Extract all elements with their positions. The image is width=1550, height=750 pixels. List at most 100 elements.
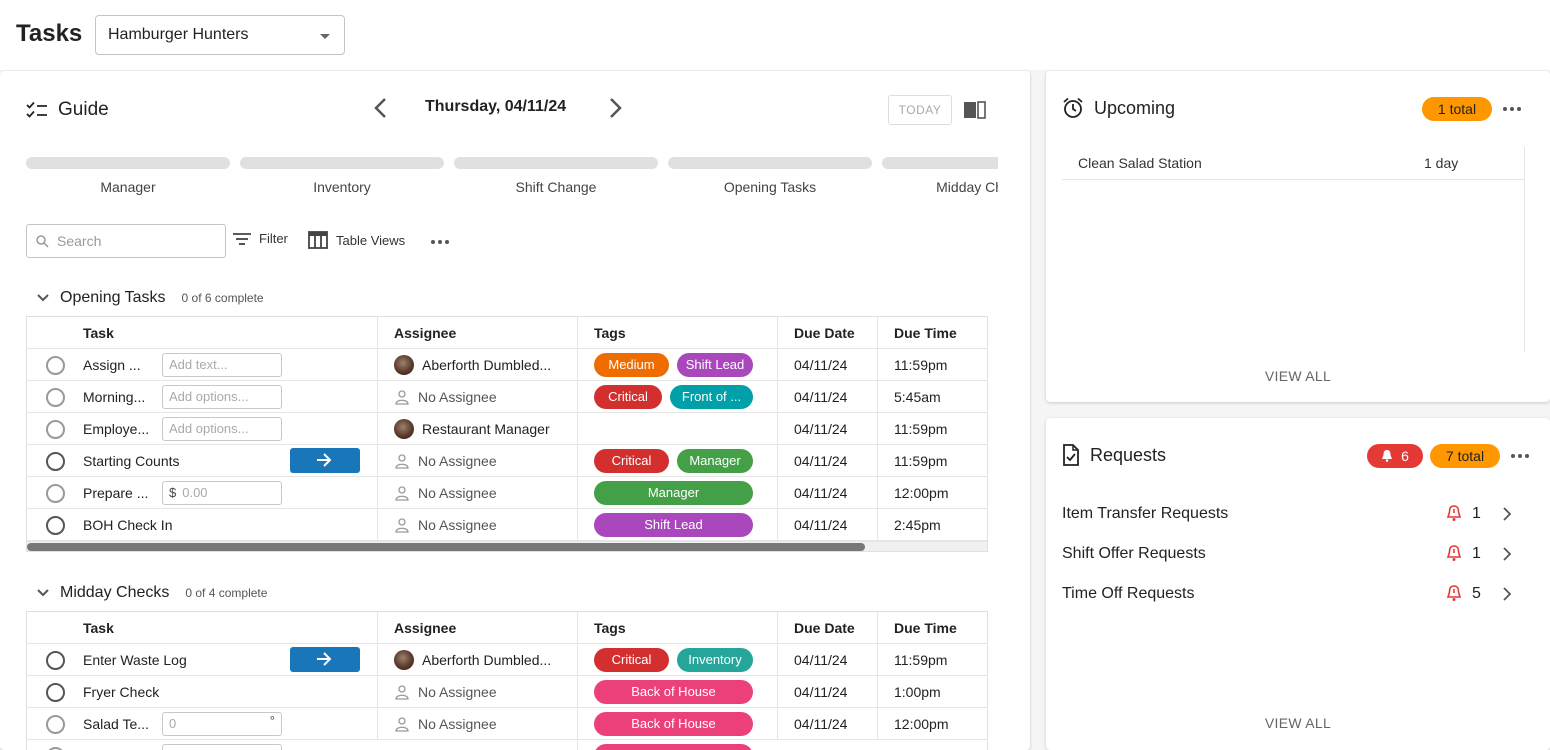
column-header-assignee[interactable]: Assignee (377, 612, 577, 644)
complete-checkbox[interactable] (46, 356, 65, 375)
location-select[interactable]: Hamburger Hunters (95, 15, 345, 55)
filter-button[interactable]: Filter (233, 231, 288, 246)
tags-cell[interactable]: Back of House (577, 676, 777, 708)
due-time-cell[interactable]: 1:00pm (877, 676, 987, 708)
column-header-due-date[interactable]: Due Date (777, 317, 877, 349)
more-options-icon[interactable] (430, 239, 450, 245)
complete-checkbox[interactable] (46, 651, 65, 670)
column-header-due-date[interactable]: Due Date (777, 612, 877, 644)
request-row-item-transfer[interactable]: Item Transfer Requests 1 (1062, 499, 1536, 529)
due-date-cell[interactable]: 04/11/24 (777, 708, 877, 740)
column-header-task[interactable]: Task (83, 620, 114, 636)
search-input[interactable]: Search (26, 224, 226, 258)
request-row-shift-offer[interactable]: Shift Offer Requests 1 (1062, 539, 1536, 569)
table-row[interactable]: Starting Counts No Assignee Critical Man… (27, 445, 987, 477)
more-options-icon[interactable] (1502, 106, 1522, 112)
category-manager[interactable]: Manager (26, 157, 230, 195)
view-all-upcoming-button[interactable]: VIEW ALL (1264, 368, 1332, 384)
column-header-tags[interactable]: Tags (577, 612, 777, 644)
task-options-input[interactable]: Add options... (162, 385, 282, 409)
assignee-cell[interactable]: Aberforth Dumbled... (377, 644, 577, 676)
table-row[interactable]: Prepare ... $0.00 No Assignee Manager 04… (27, 477, 987, 509)
complete-checkbox[interactable] (46, 683, 65, 702)
due-date-cell[interactable]: 04/11/24 (777, 509, 877, 541)
due-time-cell[interactable]: 12:00pm (877, 708, 987, 740)
complete-checkbox[interactable] (46, 484, 65, 503)
chevron-left-icon[interactable] (370, 95, 392, 121)
table-row[interactable]: Employe... Add options... Restaurant Man… (27, 413, 987, 445)
tags-cell[interactable]: Shift Lead (577, 509, 777, 541)
tags-cell[interactable]: Critical Inventory (577, 644, 777, 676)
task-text-input[interactable]: Add text... (162, 353, 282, 377)
table-row[interactable]: BOH Check In No Assignee Shift Lead 04/1… (27, 509, 987, 541)
open-task-button[interactable] (290, 448, 360, 473)
assignee-cell[interactable]: No Assignee (377, 381, 577, 413)
complete-checkbox[interactable] (46, 388, 65, 407)
assignee-cell[interactable]: No Assignee (377, 708, 577, 740)
tags-cell[interactable]: Medium Shift Lead (577, 349, 777, 381)
assignee-cell[interactable]: No Assignee (377, 477, 577, 509)
table-row[interactable]: Enter Waste Log Aberforth Dumbled... Cri… (27, 644, 987, 676)
assignee-cell[interactable]: No Assignee (377, 445, 577, 477)
column-header-tags[interactable]: Tags (577, 317, 777, 349)
task-input[interactable] (162, 744, 282, 750)
category-midday-checks[interactable]: Midday Checks (882, 157, 998, 195)
horizontal-scrollbar[interactable] (27, 541, 987, 551)
view-all-requests-button[interactable]: VIEW ALL (1264, 715, 1332, 731)
due-time-cell[interactable]: 11:59pm (877, 413, 989, 445)
category-shift-change[interactable]: Shift Change (454, 157, 658, 195)
assignee-cell[interactable]: No Assignee (377, 676, 577, 708)
column-header-due-time[interactable]: Due Time (877, 317, 989, 349)
tags-cell[interactable]: Back of House (577, 708, 777, 740)
column-header-assignee[interactable]: Assignee (377, 317, 577, 349)
tags-cell[interactable] (577, 413, 777, 445)
table-row[interactable]: Assign ... Add text... Aberforth Dumbled… (27, 349, 987, 381)
currency-input[interactable]: $0.00 (162, 481, 282, 505)
complete-checkbox[interactable] (46, 715, 65, 734)
tags-cell[interactable] (577, 740, 777, 750)
due-time-cell[interactable]: 5:45am (877, 381, 989, 413)
scrollbar-thumb[interactable] (27, 543, 865, 551)
temperature-input[interactable]: 0 ° (162, 712, 282, 736)
tags-cell[interactable]: Critical Manager (577, 445, 777, 477)
due-date-cell[interactable]: 04/11/24 (777, 477, 877, 509)
column-header-due-time[interactable]: Due Time (877, 612, 987, 644)
table-views-button[interactable]: Table Views (308, 231, 405, 249)
request-row-time-off[interactable]: Time Off Requests 5 (1062, 579, 1536, 609)
due-date-cell[interactable]: 04/11/24 (777, 445, 877, 477)
due-time-cell[interactable]: 11:59pm (877, 644, 987, 676)
category-opening-tasks[interactable]: Opening Tasks (668, 157, 872, 195)
split-view-icon[interactable] (963, 100, 987, 120)
due-time-cell[interactable]: 12:00pm (877, 477, 989, 509)
table-row[interactable]: Morning... Add options... No Assignee Cr… (27, 381, 987, 413)
table-row[interactable] (27, 740, 987, 750)
due-date-cell[interactable]: 04/11/24 (777, 413, 877, 445)
group-header-opening-tasks[interactable]: Opening Tasks 0 of 6 complete (36, 289, 264, 307)
due-time-cell[interactable]: 11:59pm (877, 445, 989, 477)
table-row[interactable]: Salad Te... 0 ° No Assignee Back of House… (27, 708, 987, 740)
column-header-task[interactable]: Task (83, 325, 114, 341)
chevron-right-icon[interactable] (604, 95, 626, 121)
complete-checkbox[interactable] (46, 516, 65, 535)
tags-cell[interactable]: Manager (577, 477, 777, 509)
due-date-cell[interactable]: 04/11/24 (777, 676, 877, 708)
today-button[interactable]: TODAY (888, 95, 952, 125)
more-options-icon[interactable] (1510, 453, 1530, 459)
complete-checkbox[interactable] (46, 420, 65, 439)
due-date-cell[interactable]: 04/11/24 (777, 381, 877, 413)
open-task-button[interactable] (290, 647, 360, 672)
tags-cell[interactable]: Critical Front of ... (577, 381, 777, 413)
due-time-cell[interactable]: 11:59pm (877, 349, 989, 381)
group-header-midday-checks[interactable]: Midday Checks 0 of 4 complete (36, 584, 267, 602)
assignee-cell[interactable]: Restaurant Manager (377, 413, 577, 445)
task-options-input[interactable]: Add options... (162, 417, 282, 441)
list-item[interactable]: Clean Salad Station 1 day (1062, 145, 1524, 180)
complete-checkbox[interactable] (46, 452, 65, 471)
due-date-cell[interactable]: 04/11/24 (777, 644, 877, 676)
due-date-cell[interactable]: 04/11/24 (777, 349, 877, 381)
due-time-cell[interactable]: 2:45pm (877, 509, 989, 541)
category-inventory[interactable]: Inventory (240, 157, 444, 195)
assignee-cell[interactable]: Aberforth Dumbled... (377, 349, 577, 381)
table-row[interactable]: Fryer Check No Assignee Back of House 04… (27, 676, 987, 708)
assignee-cell[interactable]: No Assignee (377, 509, 577, 541)
